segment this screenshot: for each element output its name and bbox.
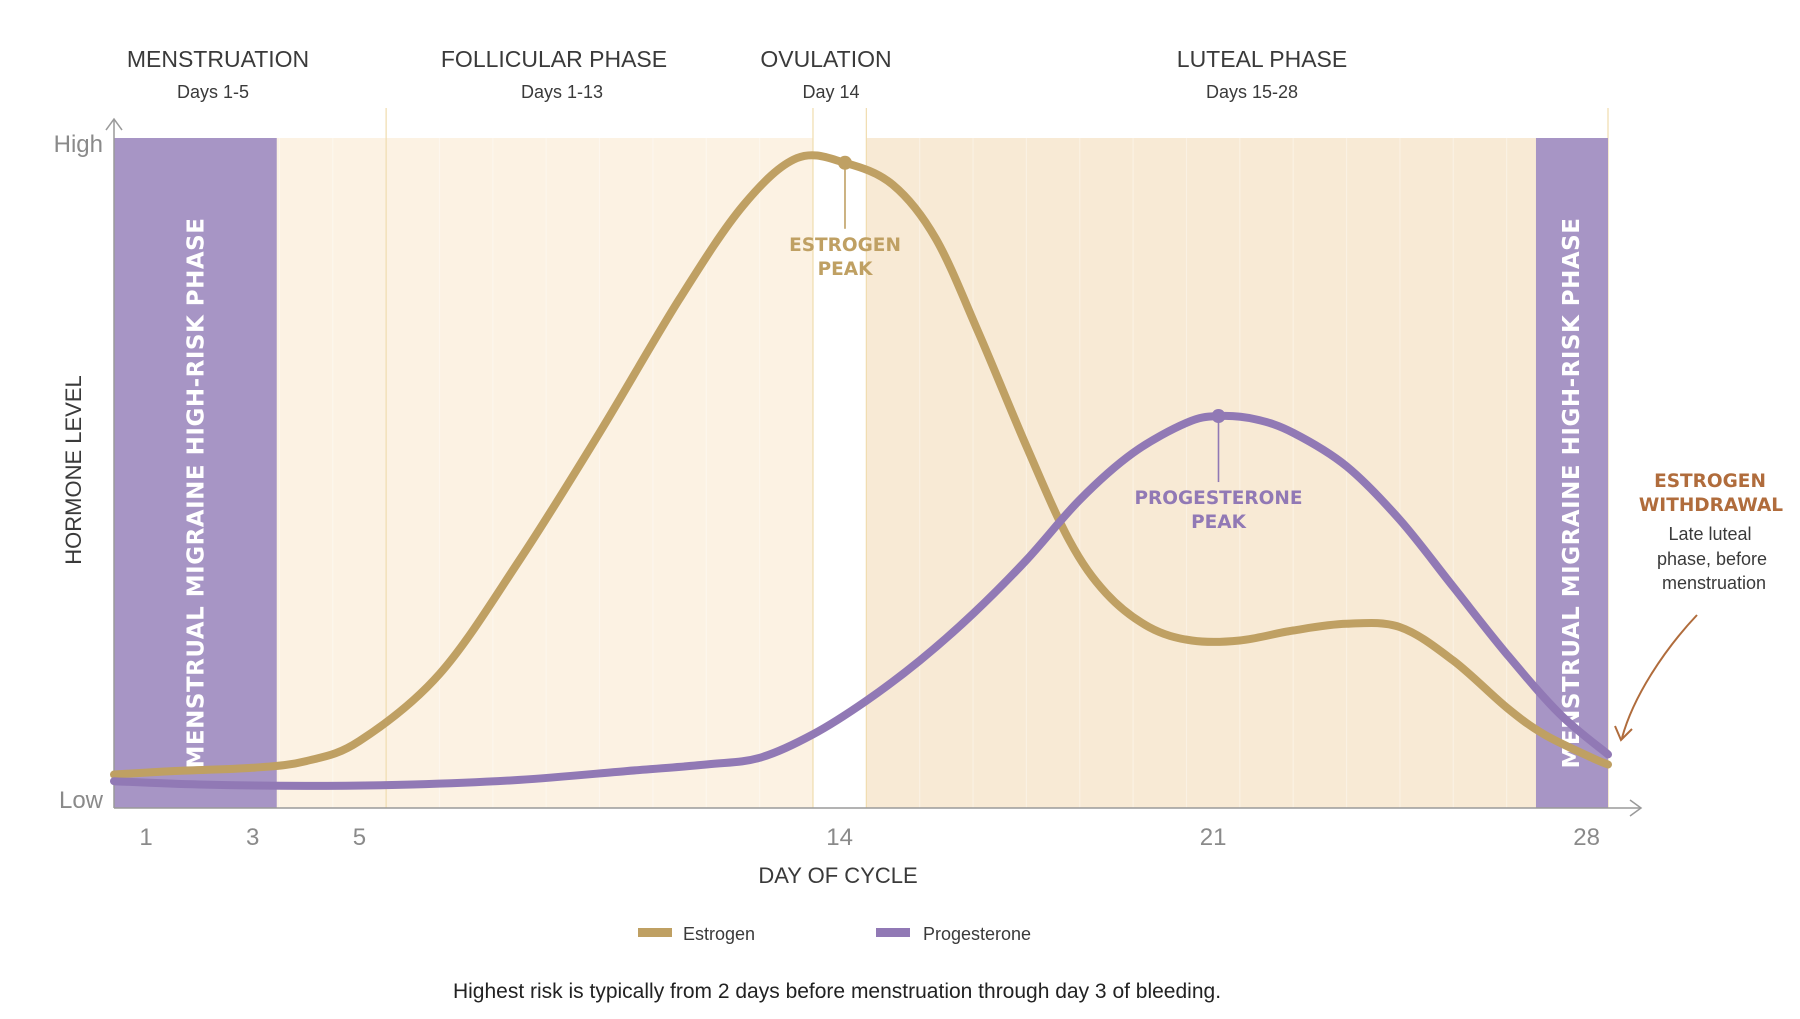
estrogen-withdrawal-note: ESTROGEN WITHDRAWAL Late luteal phase, b…	[1614, 471, 1783, 742]
axis-ticks: 1 3 5 14 21 28 Low High	[54, 131, 1600, 851]
x-tick-label: 21	[1200, 824, 1227, 851]
withdrawal-title-line-1: ESTROGEN	[1654, 471, 1766, 492]
withdrawal-note-line: Late luteal	[1668, 524, 1751, 544]
withdrawal-note-line: menstruation	[1662, 573, 1766, 593]
high-risk-band-label: MENSTRUAL MIGRAINE HIGH-RISK PHASE	[183, 218, 209, 769]
y-tick-label: High	[54, 131, 103, 158]
x-tick-label: 3	[246, 824, 259, 851]
high-risk-band	[114, 138, 277, 808]
phase-days: Day 14	[802, 82, 859, 102]
phase-title: FOLLICULAR PHASE	[441, 46, 667, 72]
legend-swatch-progesterone	[876, 928, 910, 937]
curved-arrow-icon	[1621, 614, 1698, 739]
x-tick-label: 1	[139, 824, 152, 851]
phase-band	[812, 138, 867, 808]
x-axis-label: DAY OF CYCLE	[758, 863, 917, 888]
legend-swatch-estrogen	[638, 928, 672, 937]
peak-label-line: ESTROGEN	[789, 235, 901, 256]
peak-annotations: ESTROGEN PEAK PROGESTERONE PEAK	[789, 155, 1303, 533]
x-tick-label: 28	[1573, 824, 1600, 851]
peak-label-line: PROGESTERONE	[1134, 488, 1302, 509]
phase-days: Days 1-13	[521, 82, 603, 102]
legend: Estrogen Progesterone	[638, 924, 1031, 944]
phase-labels: MENSTRUATION Days 1-5 FOLLICULAR PHASE Days…	[127, 46, 1347, 102]
high-risk-bands: MENSTRUAL MIGRAINE HIGH-RISK PHASE MENSTR…	[114, 138, 1608, 808]
y-axis-label: HORMONE LEVEL	[61, 375, 86, 565]
legend-label-estrogen: Estrogen	[683, 924, 755, 944]
phase-title: MENSTRUATION	[127, 46, 309, 72]
background-bands	[114, 108, 1614, 808]
peak-marker	[1211, 409, 1226, 424]
peak-marker	[837, 155, 852, 170]
axes	[105, 117, 1643, 817]
y-axis-arrow-icon	[105, 117, 123, 131]
arrowhead-icon	[1614, 725, 1633, 742]
series-line-estrogen	[110, 151, 1612, 779]
phase-band	[386, 138, 813, 808]
withdrawal-title-line-2: WITHDRAWAL	[1639, 495, 1783, 516]
phase-title: LUTEAL PHASE	[1177, 46, 1347, 72]
x-tick-label: 14	[826, 824, 853, 851]
high-risk-band-label: MENSTRUAL MIGRAINE HIGH-RISK PHASE	[1559, 218, 1585, 769]
series-line-progesterone	[110, 411, 1612, 790]
phase-days: Days 15-28	[1206, 82, 1298, 102]
phase-band	[866, 138, 1608, 808]
phase-title: OVULATION	[760, 46, 891, 72]
legend-label-progesterone: Progesterone	[923, 924, 1031, 944]
series-lines	[110, 151, 1612, 790]
x-axis-arrow-icon	[1629, 799, 1643, 817]
phase-days: Days 1-5	[177, 82, 249, 102]
x-tick-label: 5	[353, 824, 366, 851]
peak-label-line: PEAK	[818, 259, 874, 280]
y-tick-label: Low	[59, 787, 104, 814]
peak-label-line: PEAK	[1191, 512, 1247, 533]
chart-caption: Highest risk is typically from 2 days be…	[453, 980, 1221, 1003]
withdrawal-note-line: phase, before	[1657, 549, 1767, 569]
